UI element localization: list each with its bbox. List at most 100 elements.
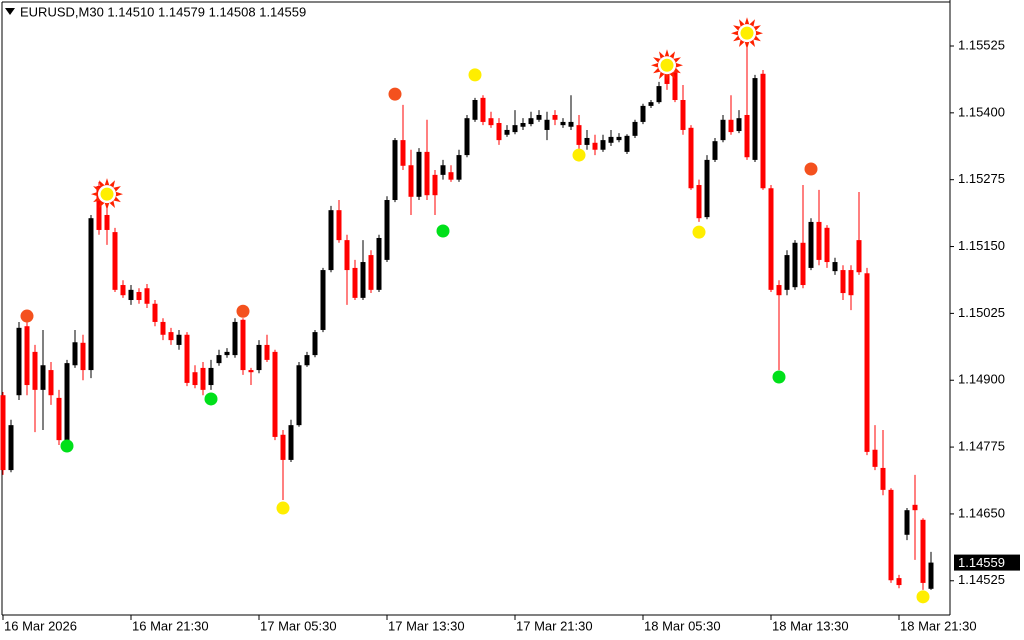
candle-body [896,578,902,586]
candle-body [240,319,246,371]
signal-dot [276,501,290,515]
candle-body [304,355,310,366]
signal-dot [804,162,818,176]
signal-dot [60,439,74,453]
candle-body [392,140,398,201]
candle-body [560,121,566,126]
candle-body [624,135,630,152]
candle-body [360,262,366,298]
candle-body [400,140,406,166]
y-tick-label: 1.15150 [958,238,1005,253]
candle-body [448,172,454,180]
candle-body [104,214,110,230]
x-tick-label: 18 Mar 05:30 [644,618,721,633]
candle-body [672,72,678,101]
signal-dot [436,224,450,238]
x-tick-label: 17 Mar 13:30 [388,618,465,633]
y-tick-label: 1.14900 [958,372,1005,387]
candle-body [696,185,702,219]
chart-header: EURUSD,M30 1.14510 1.14579 1.14508 1.145… [20,4,306,19]
signal-dot [388,87,402,101]
candle-body [256,344,262,371]
candle-body [432,174,438,196]
candle-body [712,141,718,160]
candle-body [272,351,278,437]
y-tick-label: 1.14650 [958,505,1005,520]
candle-body [688,127,694,189]
candle-body [496,123,502,141]
candle-body [192,372,198,386]
candle-body [280,434,286,460]
candle-body [592,142,598,150]
candle-body [464,118,470,156]
candle-body [0,395,6,471]
candle-body [136,291,142,301]
candle-body [232,321,238,356]
candle-body [336,210,342,241]
signal-dot [236,304,250,318]
candle-body [152,303,158,322]
signal-dot [572,148,586,162]
candle-body [128,289,134,301]
candle-body [296,365,302,426]
candle-body [856,240,862,273]
y-tick-label: 1.15025 [958,305,1005,320]
candle-body [832,262,838,272]
x-tick-label: 18 Mar 21:30 [900,618,977,633]
candle-body [328,210,334,271]
candle-body [928,562,934,589]
signal-dot [740,26,754,40]
candle-body [784,255,790,290]
candle-body [632,121,638,136]
candle-body [376,237,382,290]
current-price-label: 1.14559 [958,555,1005,570]
candle-body [680,100,686,130]
signal-dot [100,187,114,201]
candle-body [424,151,430,196]
candle-body [600,140,606,150]
candle-body [880,467,886,490]
candle-body [808,221,814,268]
candle-body [144,288,150,304]
candle-body [408,165,414,197]
candle-body [576,125,582,145]
y-tick-label: 1.14775 [958,439,1005,454]
candle-body [16,327,22,396]
candle-body [456,155,462,180]
candle-body [816,221,822,260]
candle-body [504,129,510,135]
signal-dot [204,392,218,406]
x-tick-label: 16 Mar 21:30 [132,618,209,633]
candle-body [744,114,750,158]
candle-body [344,240,350,271]
y-tick-label: 1.15525 [958,37,1005,52]
candle-body [608,136,614,143]
candle-body [112,232,118,290]
candle-body [352,267,358,298]
symbol-menu-arrow[interactable] [5,8,15,15]
candle-body [904,510,910,535]
x-tick-label: 16 Mar 2026 [4,618,77,633]
price-label-box [954,554,1020,571]
x-tick-label: 18 Mar 13:30 [772,618,849,633]
candle-body [488,118,494,126]
candle-body [728,119,734,133]
candle-body [120,285,126,296]
candle-body [24,326,30,386]
candle-body [440,165,446,175]
candle-body [920,519,926,583]
candle-body [528,118,534,125]
signal-dot [468,68,482,82]
candle-body [472,100,478,120]
signal-dot [916,590,930,604]
candle-body [616,136,622,141]
candle-body [168,332,174,341]
candle-body [200,367,206,390]
candle-body [96,186,102,230]
candle-body [888,489,894,581]
x-tick-label: 17 Mar 05:30 [260,618,337,633]
candle-body [72,342,78,366]
candle-body [40,365,46,390]
